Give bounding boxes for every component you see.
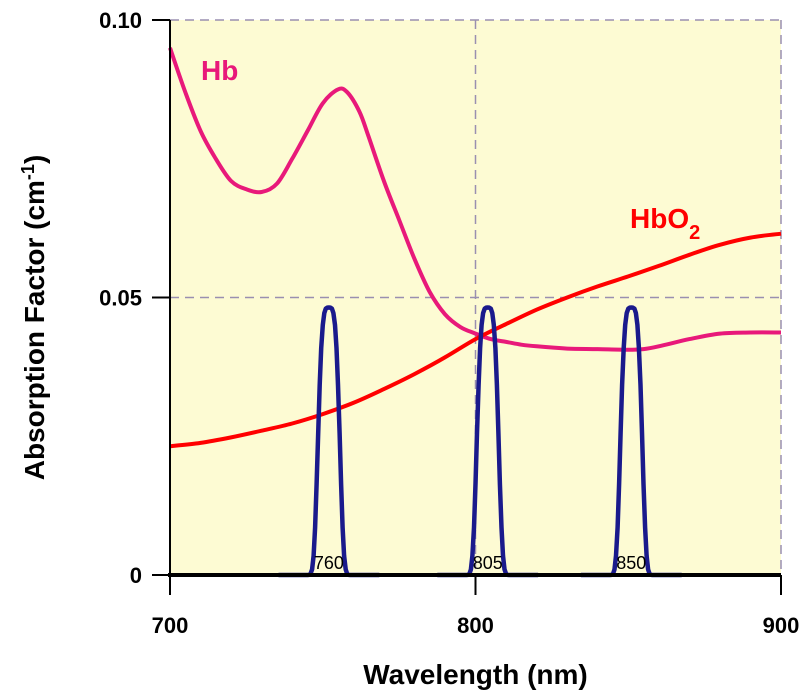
series-label-hb: Hb [201, 55, 238, 86]
x-tick-label: 700 [152, 613, 189, 638]
x-tick-label: 800 [457, 613, 494, 638]
series-line-hbo2 [169, 231, 782, 449]
y-tick-label: 0.05 [99, 286, 142, 311]
series-line-hb [168, 47, 782, 352]
y-axis-title-superscript: -1 [18, 164, 38, 180]
axes: 0 0.05 0.10 700 800 900 [99, 8, 799, 638]
series-label-hbo2: HbO2 [630, 203, 700, 244]
y-axis-title: Absorption Factor (cm-1) [18, 155, 50, 481]
peak-label-760: 760 [314, 553, 344, 573]
x-axis-title: Wavelength (nm) [363, 659, 588, 690]
peak-label-850: 850 [616, 553, 646, 573]
x-tick-label: 900 [763, 613, 800, 638]
peak-label-805: 805 [473, 553, 503, 573]
y-tick-label: 0 [130, 563, 142, 588]
grid-lines [170, 19, 782, 575]
axis-labels: Wavelength (nm) Absorption Factor (cm-1)… [18, 55, 700, 690]
y-tick-label: 0.10 [99, 8, 142, 33]
series-lines [168, 47, 782, 449]
